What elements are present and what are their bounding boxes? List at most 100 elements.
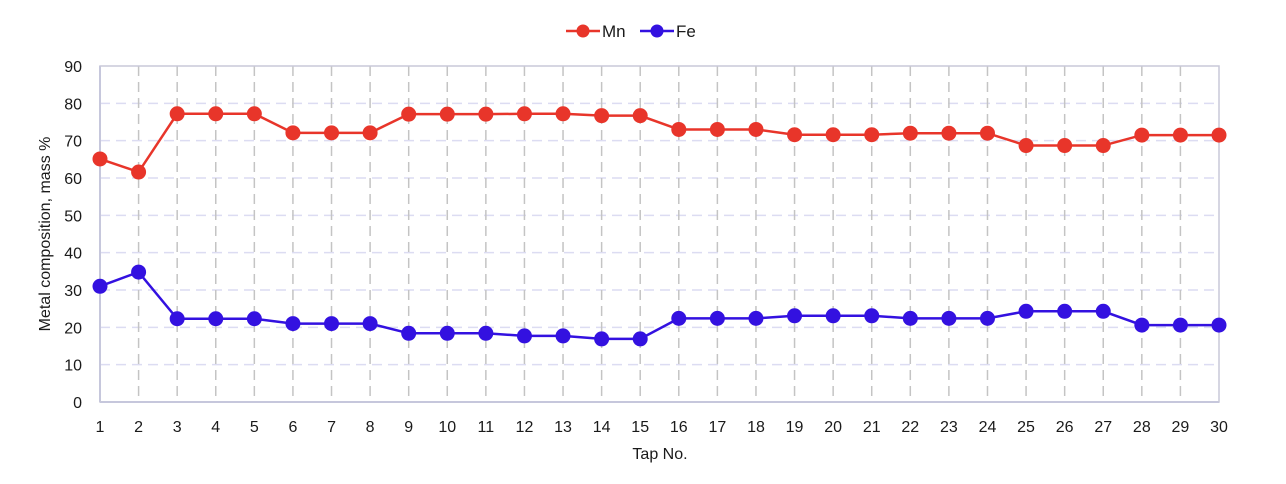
data-point-marker xyxy=(1134,317,1150,333)
x-tick-label: 7 xyxy=(327,419,336,436)
legend-label: Fe xyxy=(676,22,696,41)
x-tick-label: 15 xyxy=(631,419,649,436)
x-tick-label: 11 xyxy=(478,419,495,436)
x-tick-label: 29 xyxy=(1172,419,1190,436)
data-point-marker xyxy=(246,106,262,122)
series-layer xyxy=(92,106,1227,347)
data-point-marker xyxy=(1095,303,1111,319)
series-line xyxy=(99,270,1219,341)
x-tick-label: 1 xyxy=(96,419,105,436)
y-axis-ticks: 0 10 20 30 40 50 60 70 80 90 xyxy=(64,59,82,412)
data-point-marker xyxy=(1172,317,1188,333)
grid-lines xyxy=(99,66,1219,403)
x-tick-label: 22 xyxy=(901,419,919,436)
data-point-marker xyxy=(979,310,995,326)
legend-item-fe: Fe xyxy=(640,22,696,41)
data-point-marker xyxy=(208,311,224,327)
y-tick-label: 10 xyxy=(64,358,82,375)
data-point-marker xyxy=(285,316,301,332)
data-point-marker xyxy=(1134,127,1150,143)
x-tick-label: 6 xyxy=(288,419,297,436)
data-point-marker xyxy=(632,108,648,124)
data-point-marker xyxy=(478,106,494,122)
y-tick-label: 90 xyxy=(64,59,82,76)
data-point-marker xyxy=(92,151,108,167)
data-point-marker xyxy=(362,316,378,332)
x-axis-ticks: 1 2 3 4 5 6 7 8 9 10 11 12 13 14 15 16 17 18 19 20 21 22 23 24 2… xyxy=(96,419,1228,436)
series-mn xyxy=(92,106,1227,180)
series-line xyxy=(99,112,1219,174)
x-tick-label: 9 xyxy=(404,419,413,436)
data-point-marker xyxy=(1211,127,1227,143)
data-point-marker xyxy=(1057,303,1073,319)
data-point-marker xyxy=(401,106,417,122)
legend-item-mn: Mn xyxy=(566,22,626,41)
x-tick-label: 27 xyxy=(1094,419,1112,436)
data-point-marker xyxy=(594,331,610,347)
data-point-marker xyxy=(1172,127,1188,143)
data-point-marker xyxy=(439,325,455,341)
data-point-marker xyxy=(748,121,764,137)
data-point-marker xyxy=(555,328,571,344)
data-point-marker xyxy=(902,310,918,326)
x-tick-label: 30 xyxy=(1210,419,1228,436)
x-tick-label: 18 xyxy=(747,419,765,436)
x-tick-label: 5 xyxy=(250,419,259,436)
x-tick-label: 26 xyxy=(1056,419,1074,436)
x-tick-label: 2 xyxy=(134,419,143,436)
x-tick-label: 21 xyxy=(863,419,881,436)
y-tick-label: 80 xyxy=(64,96,82,113)
x-tick-label: 16 xyxy=(670,419,688,436)
x-tick-label: 10 xyxy=(438,419,456,436)
data-point-marker xyxy=(632,331,648,347)
data-point-marker xyxy=(516,328,532,344)
data-point-marker xyxy=(864,308,880,324)
y-axis-title: Metal composition, mass % xyxy=(37,137,54,332)
data-point-marker xyxy=(709,310,725,326)
x-tick-label: 20 xyxy=(824,419,842,436)
legend-marker-icon xyxy=(576,24,590,38)
y-tick-label: 60 xyxy=(64,171,82,188)
data-point-marker xyxy=(979,125,995,141)
data-point-marker xyxy=(1018,303,1034,319)
x-tick-label: 28 xyxy=(1133,419,1151,436)
data-point-marker xyxy=(131,264,147,280)
data-point-marker xyxy=(401,325,417,341)
y-tick-label: 70 xyxy=(64,134,82,151)
data-point-marker xyxy=(555,106,571,122)
data-point-marker xyxy=(208,106,224,122)
data-point-marker xyxy=(825,127,841,143)
data-point-marker xyxy=(516,106,532,122)
legend-marker-icon xyxy=(650,24,664,38)
data-point-marker xyxy=(941,125,957,141)
x-tick-label: 17 xyxy=(708,419,726,436)
data-point-marker xyxy=(324,316,340,332)
x-tick-label: 24 xyxy=(979,419,997,436)
x-tick-label: 8 xyxy=(366,419,375,436)
data-point-marker xyxy=(671,310,687,326)
data-point-marker xyxy=(671,121,687,137)
data-point-marker xyxy=(131,164,147,180)
data-point-marker xyxy=(941,310,957,326)
y-tick-label: 30 xyxy=(64,283,82,300)
data-point-marker xyxy=(1095,138,1111,154)
data-point-marker xyxy=(439,106,455,122)
y-tick-label: 0 xyxy=(73,395,82,412)
data-point-marker xyxy=(825,308,841,324)
legend-label: Mn xyxy=(602,22,626,41)
data-point-marker xyxy=(748,310,764,326)
x-tick-label: 4 xyxy=(211,419,220,436)
x-tick-label: 12 xyxy=(516,419,534,436)
data-point-marker xyxy=(787,308,803,324)
x-tick-label: 13 xyxy=(554,419,572,436)
data-point-marker xyxy=(902,125,918,141)
data-point-marker xyxy=(169,311,185,327)
data-point-marker xyxy=(594,108,610,124)
data-point-marker xyxy=(709,121,725,137)
y-tick-label: 50 xyxy=(64,208,82,225)
data-point-marker xyxy=(246,311,262,327)
x-tick-label: 25 xyxy=(1017,419,1035,436)
x-tick-label: 23 xyxy=(940,419,958,436)
data-point-marker xyxy=(362,125,378,141)
